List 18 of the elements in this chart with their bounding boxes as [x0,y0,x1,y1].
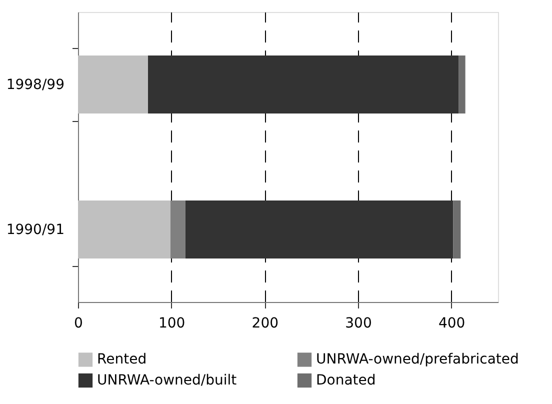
bar [185,200,454,258]
x-tick-label: 300 [345,316,372,332]
y-tick-label: 1998/99 [6,77,64,93]
legend-label: UNRWA-owned/built [97,372,238,388]
legend-label: Rented [97,352,147,368]
bar [78,200,170,258]
legend-label: UNRWA-owned/prefabricated [316,352,519,368]
x-tick-label: 200 [252,316,279,332]
bar [78,56,148,114]
bar [453,200,461,258]
bar [458,56,466,114]
x-tick-label: 100 [158,316,186,332]
x-tick-label: 0 [74,316,83,332]
bar [148,56,459,114]
y-tick-label: 1990/91 [6,222,64,238]
bar [170,200,186,258]
legend-label: Donated [316,372,376,388]
x-tick-label: 400 [438,316,466,332]
